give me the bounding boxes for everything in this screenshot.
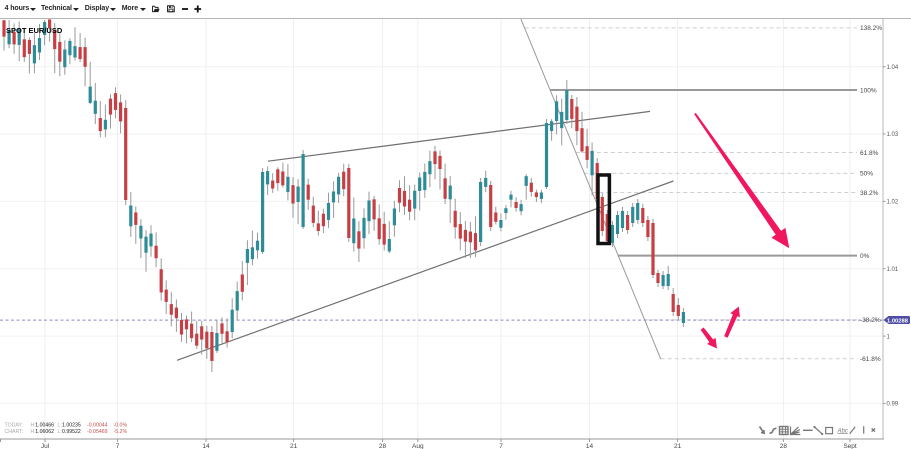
svg-text:1.00288: 1.00288 xyxy=(887,318,909,324)
svg-text:Sept: Sept xyxy=(843,443,857,449)
svg-text:-0.05469: -0.05469 xyxy=(87,429,108,435)
svg-text:1.01: 1.01 xyxy=(887,267,899,273)
svg-text:100%: 100% xyxy=(860,87,877,94)
svg-text:-0.0%: -0.0% xyxy=(114,423,128,429)
svg-text:L:: L: xyxy=(58,429,62,435)
svg-text:1.06062: 1.06062 xyxy=(35,429,54,435)
svg-text:21: 21 xyxy=(674,443,682,449)
svg-text:Abc: Abc xyxy=(837,428,848,434)
svg-text:21: 21 xyxy=(290,443,298,449)
svg-text:14: 14 xyxy=(586,443,594,449)
svg-text:0.99: 0.99 xyxy=(887,402,899,408)
svg-text:1.00235: 1.00235 xyxy=(62,423,81,429)
svg-text:0%: 0% xyxy=(860,253,870,260)
svg-text:1.04: 1.04 xyxy=(887,65,899,71)
svg-text:1: 1 xyxy=(887,334,891,340)
svg-text:138.2%: 138.2% xyxy=(860,25,882,32)
svg-text:TODAY:: TODAY: xyxy=(5,423,24,429)
svg-text:50%: 50% xyxy=(860,171,873,178)
svg-text:7: 7 xyxy=(499,443,503,449)
svg-text:1.02: 1.02 xyxy=(887,200,899,206)
svg-text:L:: L: xyxy=(58,423,62,429)
svg-text:CHART:: CHART: xyxy=(5,429,24,435)
svg-text:H:: H: xyxy=(31,429,36,435)
svg-text:-5.2%: -5.2% xyxy=(114,429,128,435)
svg-text:Aug: Aug xyxy=(412,443,424,449)
svg-text:-61.8%: -61.8% xyxy=(860,356,881,363)
svg-text:28: 28 xyxy=(780,443,788,449)
svg-text:7: 7 xyxy=(116,443,120,449)
svg-text:14: 14 xyxy=(202,443,210,449)
svg-text:61.8%: 61.8% xyxy=(860,150,879,157)
svg-text:SPOT EUR/USD: SPOT EUR/USD xyxy=(6,26,63,35)
svg-text:-0.00044: -0.00044 xyxy=(87,423,108,429)
svg-text:1.00466: 1.00466 xyxy=(35,423,54,429)
svg-text:0.99522: 0.99522 xyxy=(62,429,81,435)
svg-text:28: 28 xyxy=(379,443,387,449)
svg-text:H:: H: xyxy=(31,423,36,429)
svg-text:-38.2%: -38.2% xyxy=(860,317,881,324)
svg-text:Jul: Jul xyxy=(41,443,50,449)
svg-text:38.2%: 38.2% xyxy=(860,190,879,197)
svg-text:1.03: 1.03 xyxy=(887,132,899,138)
